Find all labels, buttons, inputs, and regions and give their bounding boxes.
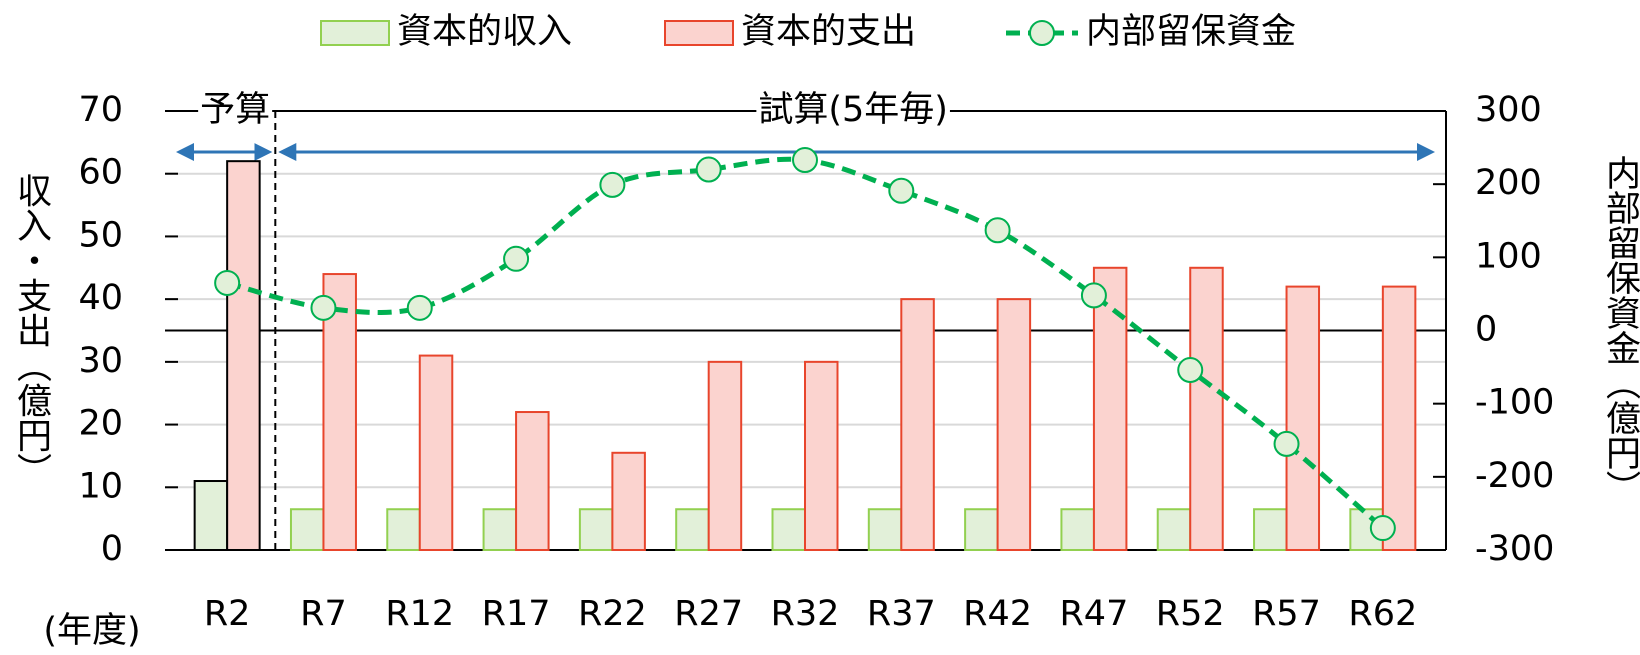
marker xyxy=(888,177,915,204)
x-tick-label: R62 xyxy=(1348,594,1417,634)
y-tick-label: 50 xyxy=(78,215,123,255)
bar xyxy=(804,360,839,551)
y2-tick-label: 200 xyxy=(1475,163,1542,203)
bar xyxy=(482,508,518,552)
y-tick-label: 40 xyxy=(78,278,123,318)
x-tick-label: R2 xyxy=(204,594,251,634)
legend-label: 資本的支出 xyxy=(741,12,916,52)
y2-tick-label: -200 xyxy=(1475,456,1554,496)
x-tick-label: R7 xyxy=(300,594,347,634)
bar xyxy=(1189,266,1224,551)
y-tick-label: 30 xyxy=(78,341,123,381)
marker xyxy=(1273,430,1300,457)
bar xyxy=(707,360,743,551)
y-tick-label: 60 xyxy=(78,153,123,193)
x-tick-label: R32 xyxy=(771,594,840,634)
y2-tick-label: 300 xyxy=(1475,90,1542,130)
bar xyxy=(1285,285,1321,551)
bar xyxy=(193,480,229,551)
marker xyxy=(406,294,433,321)
bar xyxy=(964,508,999,552)
bar xyxy=(515,411,550,551)
y2-tick-label: -100 xyxy=(1475,383,1554,423)
y2-tick-label: -300 xyxy=(1475,529,1554,569)
y-axis-label: 収入・支出（億円） xyxy=(11,173,52,488)
marker xyxy=(310,294,337,321)
y2-tick-label: 100 xyxy=(1475,236,1542,276)
y-tick-label: 20 xyxy=(78,404,123,444)
bar xyxy=(611,451,646,551)
bar xyxy=(1253,508,1288,552)
x-tick-label: R52 xyxy=(1156,594,1225,634)
x-tick-label: R47 xyxy=(1059,594,1128,634)
x-axis-label: (年度) xyxy=(43,611,140,651)
bar xyxy=(386,508,421,552)
bar xyxy=(867,508,903,552)
y-tick-label: 70 xyxy=(78,90,123,130)
bar xyxy=(675,508,710,552)
x-tick-label: R57 xyxy=(1252,594,1321,634)
y-tick-label: 10 xyxy=(78,466,123,506)
y2-axis-label: 内部留保資金（億円） xyxy=(1600,155,1640,505)
bar xyxy=(578,508,614,552)
bar xyxy=(1060,508,1095,552)
bar xyxy=(1092,266,1128,551)
bar xyxy=(1156,508,1192,552)
bar xyxy=(289,508,325,552)
x-tick-label: R17 xyxy=(482,594,551,634)
marker xyxy=(214,269,241,296)
bar xyxy=(226,160,261,552)
period-label-bg xyxy=(198,90,273,130)
bar xyxy=(996,298,1032,551)
legend-swatch xyxy=(320,20,390,46)
marker xyxy=(1177,357,1204,384)
legend-label: 内部留保資金 xyxy=(1086,12,1296,52)
x-tick-label: R37 xyxy=(867,594,936,634)
y-tick-label: 0 xyxy=(101,529,123,569)
x-tick-label: R22 xyxy=(578,594,647,634)
bar xyxy=(1381,285,1417,551)
x-tick-label: R42 xyxy=(963,594,1032,634)
bar xyxy=(418,354,454,552)
legend-swatch xyxy=(664,20,734,46)
x-tick-label: R27 xyxy=(674,594,743,634)
marker xyxy=(695,156,722,183)
x-tick-label: R12 xyxy=(385,594,454,634)
marker xyxy=(599,171,626,198)
legend-label: 資本的収入 xyxy=(397,12,572,52)
marker xyxy=(984,217,1011,244)
marker xyxy=(1080,282,1107,309)
period-label: 予算 xyxy=(200,90,270,130)
period-label-bg xyxy=(756,90,950,130)
bar xyxy=(322,273,357,551)
marker xyxy=(503,245,530,272)
bar xyxy=(771,508,806,552)
legend-marker xyxy=(1029,20,1055,46)
y2-tick-label: 0 xyxy=(1475,310,1497,350)
period-label: 試算(5年毎) xyxy=(758,90,948,130)
bar xyxy=(900,298,935,551)
marker xyxy=(792,147,818,174)
marker xyxy=(1369,515,1396,542)
